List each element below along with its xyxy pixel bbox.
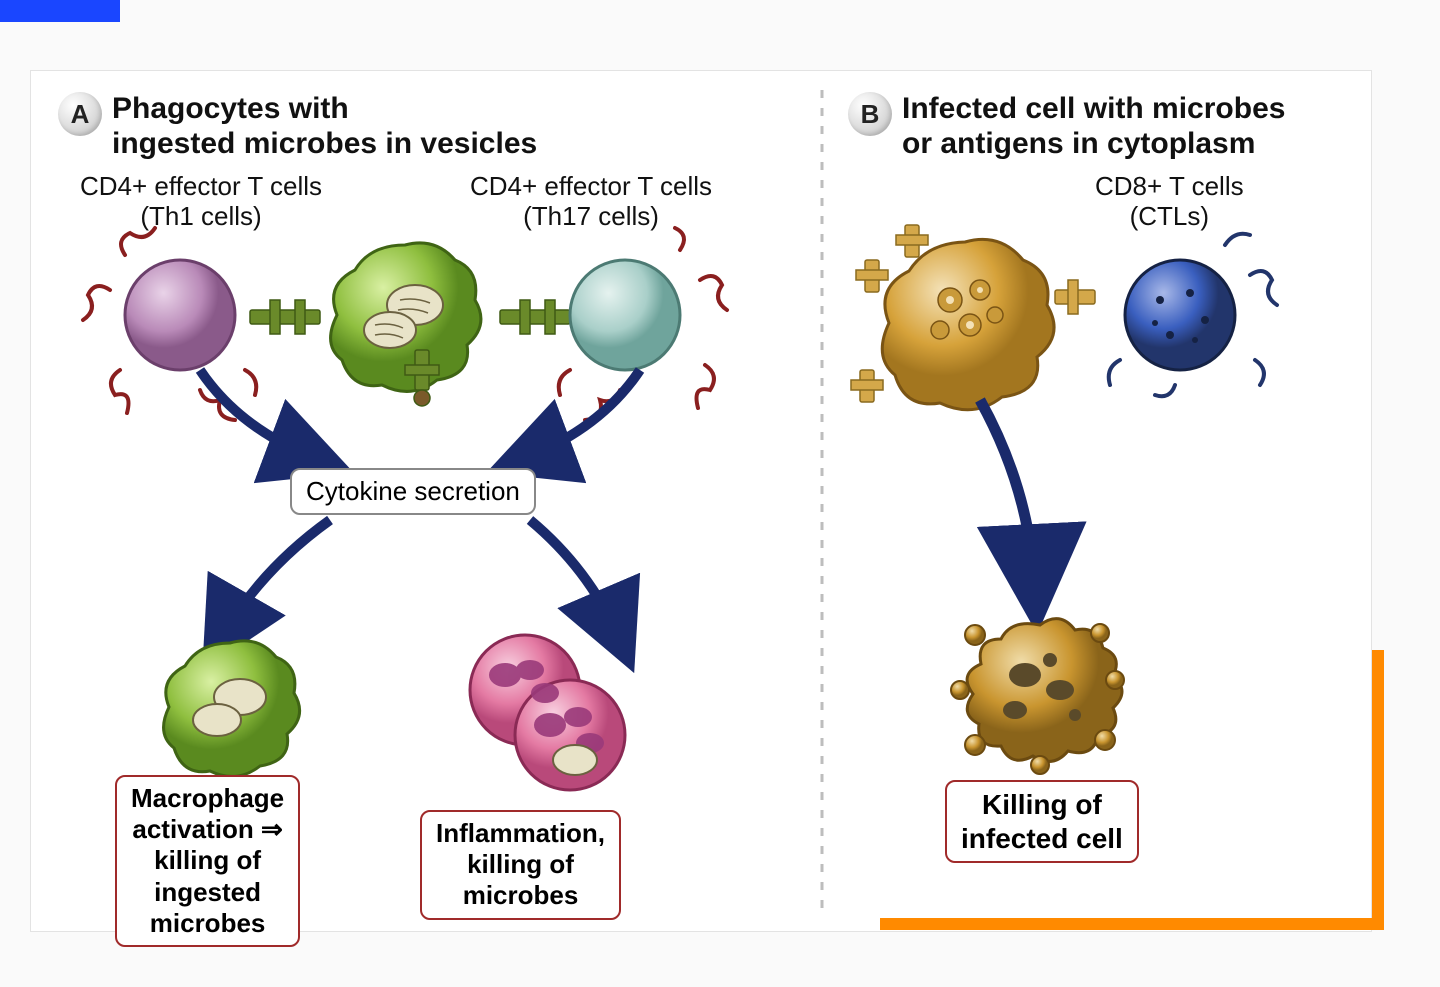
result-inflammation-box: Inflammation, killing of microbes: [420, 810, 621, 920]
macrophage-activated: [155, 635, 305, 775]
panel-a-title: Phagocytes with ingested microbes in ves…: [112, 92, 537, 161]
result-killing-box: Killing of infected cell: [945, 780, 1139, 863]
ctl-label: CD8+ T cells (CTLs): [1095, 172, 1244, 232]
accent-bar: [0, 0, 120, 22]
th1-label: CD4+ effector T cells (Th1 cells): [80, 172, 322, 232]
orange-vbar: [1372, 650, 1384, 930]
panel-divider: [820, 90, 824, 910]
result-macrophage-box: Macrophage activation ⇒ killing of inges…: [115, 775, 300, 947]
panel-b-badge: B: [848, 92, 892, 136]
apoptotic-cell: [945, 605, 1135, 775]
th17-label: CD4+ effector T cells (Th17 cells): [470, 172, 712, 232]
panel-b-title: Infected cell with microbes or antigens …: [902, 92, 1285, 161]
mhc-infected: [850, 220, 1110, 420]
panel-a-badge: A: [58, 92, 102, 136]
ctl-receptors: [1095, 230, 1295, 400]
arrow-b: [950, 400, 1090, 610]
cytokine-box: Cytokine secretion: [290, 468, 536, 515]
orange-hbar: [880, 918, 1384, 930]
neutrophils: [450, 625, 650, 805]
